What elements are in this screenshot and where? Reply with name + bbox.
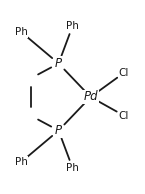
Text: Ph: Ph	[66, 21, 79, 31]
Text: P: P	[55, 57, 62, 70]
Text: Ph: Ph	[14, 27, 27, 37]
Text: Ph: Ph	[14, 157, 27, 167]
Text: Cl: Cl	[119, 68, 129, 78]
Text: P: P	[55, 124, 62, 137]
Text: Pd: Pd	[83, 90, 98, 104]
Text: Cl: Cl	[119, 111, 129, 121]
Text: Ph: Ph	[66, 163, 79, 173]
